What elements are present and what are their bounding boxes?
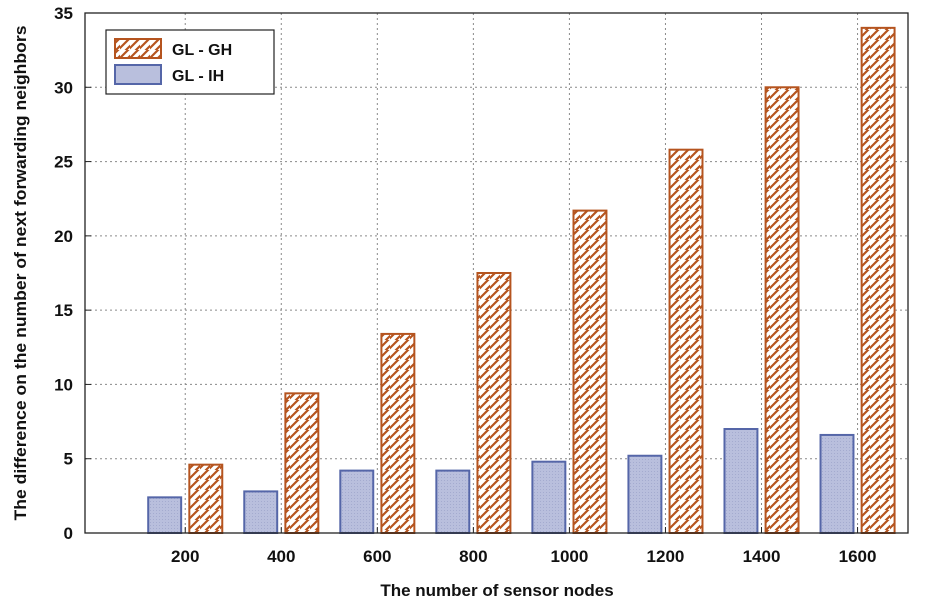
- legend-swatch-gl-ih: [114, 64, 162, 85]
- x-tick-label: 400: [267, 547, 295, 566]
- legend-label-gl-gh: GL - GH: [172, 42, 232, 59]
- y-tick-label: 35: [54, 4, 73, 23]
- x-tick-label: 1000: [551, 547, 589, 566]
- bar-gl-gh-600: [380, 332, 416, 534]
- bar-gl-ih-200: [147, 496, 183, 535]
- bar-gl-gh-1400: [764, 86, 800, 535]
- bar-gl-gh-1000: [572, 209, 608, 534]
- legend-label-gl-ih: GL - IH: [172, 68, 224, 85]
- legend-swatch-gl-gh: [114, 38, 162, 59]
- y-tick-label: 0: [64, 524, 73, 543]
- x-tick-label: 200: [171, 547, 199, 566]
- bar-gl-ih-1200: [627, 454, 663, 534]
- legend: GL - GH GL - IH: [105, 29, 275, 95]
- y-tick-label: 30: [54, 78, 73, 97]
- bar-gl-gh-200: [188, 463, 224, 534]
- y-tick-label: 15: [54, 301, 73, 320]
- bar-gl-gh-1200: [668, 148, 704, 535]
- x-axis-ticks: 200 400 600 800 1000 1200 1400 1600: [171, 527, 876, 566]
- y-tick-label: 20: [54, 227, 73, 246]
- bar-gl-ih-1400: [723, 428, 759, 534]
- bar-gl-ih-1000: [531, 460, 567, 534]
- x-tick-label: 800: [459, 547, 487, 566]
- x-tick-label: 600: [363, 547, 391, 566]
- y-tick-label: 25: [54, 153, 73, 172]
- bar-gl-gh-800: [476, 272, 512, 534]
- bar-gl-gh-400: [284, 392, 320, 535]
- plot-frame: [84, 12, 909, 534]
- y-tick-label: 10: [54, 375, 73, 394]
- y-axis-ticks: 0 5 10 15 20 25 30 35: [54, 4, 91, 543]
- x-tick-label: 1400: [743, 547, 781, 566]
- x-tick-label: 1200: [647, 547, 685, 566]
- bars: [147, 26, 896, 535]
- x-tick-label: 1600: [839, 547, 877, 566]
- bar-gl-ih-400: [243, 490, 279, 534]
- x-axis-title: The number of sensor nodes: [380, 581, 613, 600]
- bar-gl-gh-1600: [860, 26, 896, 534]
- y-axis-title: The difference on the number of next for…: [11, 26, 30, 521]
- bar-gl-ih-800: [435, 469, 471, 535]
- bar-gl-ih-1600: [819, 433, 855, 535]
- y-tick-label: 5: [64, 450, 73, 469]
- bar-gl-ih-600: [339, 469, 375, 535]
